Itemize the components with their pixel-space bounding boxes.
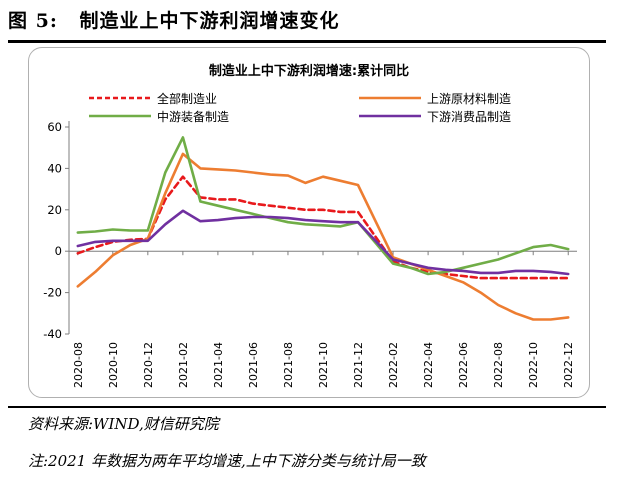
- y-tick-label: 20: [47, 203, 62, 217]
- series-line-3: [76, 136, 570, 276]
- figure-caption: 制造业上中下游利润增速变化: [79, 10, 340, 32]
- x-tick-label: 2020-10: [107, 342, 120, 388]
- x-tick-label: 2021-10: [317, 342, 330, 388]
- chart-title: 制造业上中下游利润增速:累计同比: [209, 63, 409, 79]
- x-tick-label: 2021-06: [247, 342, 260, 388]
- x-tick-label: 2022-12: [562, 342, 575, 388]
- x-tick-label: 2021-02: [177, 342, 190, 388]
- legend-label-3: 中游装备制造: [157, 109, 229, 124]
- y-tick-label: 40: [47, 161, 62, 175]
- series-line-4: [76, 209, 570, 276]
- x-tick-label: 2021-12: [352, 342, 365, 388]
- series-line-2: [76, 152, 570, 321]
- source-note: 资料来源:WIND,财信研究院: [28, 415, 219, 433]
- x-tick-label: 2021-08: [282, 342, 295, 388]
- legend-label-2: 上游原材料制造: [427, 92, 511, 106]
- y-tick-label: 0: [55, 244, 62, 258]
- bottom-rule: [8, 406, 606, 408]
- footnote: 注:2021 年数据为两年平均增速,上中下游分类与统计局一致: [28, 452, 426, 470]
- figure-label: 图 5:: [8, 10, 58, 32]
- x-tick-label: 2020-12: [142, 342, 155, 388]
- x-tick-label: 2022-06: [457, 342, 470, 388]
- x-tick-label: 2022-10: [527, 342, 540, 388]
- legend-label-1: 全部制造业: [157, 91, 217, 106]
- y-tick-label: 60: [47, 120, 62, 134]
- x-tick-label: 2020-08: [72, 342, 85, 388]
- top-rule: [8, 40, 606, 43]
- y-tick-label: -20: [43, 286, 62, 300]
- figure-title: 图 5: 制造业上中下游利润增速变化: [8, 6, 340, 33]
- chart-frame: 制造业上中下游利润增速:累计同比全部制造业 上游原材料制造中游装备制造 下游消费品制…: [28, 47, 590, 398]
- legend-label-4: 下游消费品制造: [427, 110, 511, 124]
- x-tick-label: 2022-08: [492, 342, 505, 388]
- x-tick-label: 2022-04: [422, 342, 435, 388]
- x-tick-label: 2021-04: [212, 342, 225, 388]
- x-tick-label: 2022-02: [387, 342, 400, 388]
- y-tick-label: -40: [43, 327, 62, 341]
